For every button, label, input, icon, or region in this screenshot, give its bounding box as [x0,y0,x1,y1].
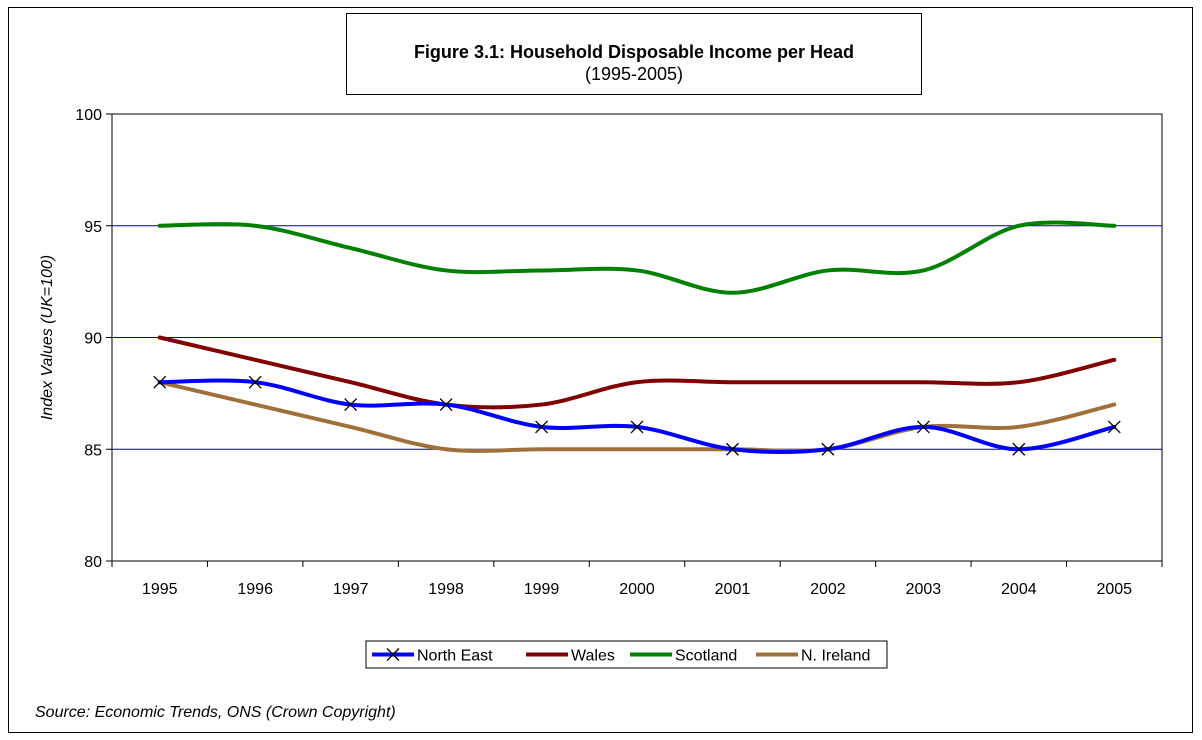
x-tick-label-2001: 2001 [715,581,751,598]
series-line-scotland [157,220,1117,295]
y-tick-label-90: 90 [84,331,102,348]
y-tick-label-95: 95 [84,219,102,236]
chart-title: Figure 3.1: Household Disposable Income … [413,42,855,62]
x-tick-label-2000: 2000 [619,581,655,598]
series-line-wales [157,335,1117,410]
y-tick-label-100: 100 [75,107,102,124]
point-north-east-1995 [153,375,167,389]
legend-label-scotland: Scotland [675,648,737,665]
x-tick-label-1995: 1995 [142,581,178,598]
y-tick-label-80: 80 [84,554,102,571]
source-note: Source: Economic Trends, ONS (Crown Copy… [35,704,396,721]
y-axis-label: Index Values (UK=100) [39,255,56,420]
x-tick-label-2005: 2005 [1096,581,1132,598]
chart-subtitle: (1995-2005) [584,64,684,84]
x-tick-label-1999: 1999 [524,581,560,598]
point-north-east-2001 [725,442,739,456]
point-north-east-1999 [535,420,549,434]
point-north-east-2003 [916,420,930,434]
legend-label-n-ireland: N. Ireland [801,648,870,665]
legend-box [365,640,888,669]
chart-frame [8,7,1193,733]
x-tick-label-2004: 2004 [1001,581,1037,598]
point-north-east-2004 [1012,442,1026,456]
point-north-east-1997 [344,398,358,412]
legend-label-north-east: North East [417,648,493,665]
point-north-east-2000 [630,420,644,434]
point-north-east-2002 [821,442,835,456]
x-tick-label-1997: 1997 [333,581,369,598]
x-tick-label-2002: 2002 [810,581,846,598]
chart-title-box: Figure 3.1: Household Disposable Income … [346,13,922,95]
x-tick-label-1996: 1996 [237,581,273,598]
point-north-east-1996 [248,375,262,389]
x-tick-label-1998: 1998 [428,581,464,598]
point-north-east-2005 [1107,420,1121,434]
x-tick-label-2003: 2003 [906,581,942,598]
legend-marker-north-east [386,648,400,661]
legend-label-wales: Wales [571,648,615,665]
point-north-east-1998 [439,398,453,412]
series-line-n-ireland [157,380,1117,453]
y-tick-label-85: 85 [84,442,102,459]
